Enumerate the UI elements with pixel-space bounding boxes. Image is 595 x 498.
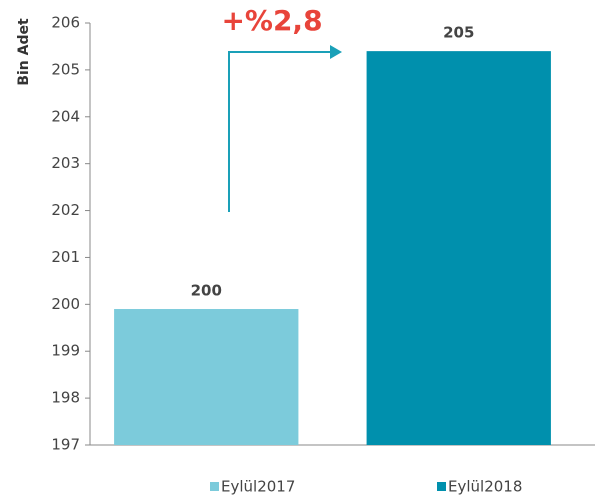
- y-tick-label: 205: [51, 60, 80, 78]
- y-tick-label: 206: [51, 14, 80, 32]
- legend-swatch: [437, 482, 446, 491]
- bar: [366, 51, 551, 446]
- arrow: [228, 51, 334, 212]
- arrow-head: [330, 45, 342, 59]
- legend-label: Eylül2018: [448, 478, 522, 496]
- value-label: 200: [191, 282, 222, 300]
- y-tick-label: 198: [51, 389, 80, 407]
- y-axis-label: Bin Adet: [16, 18, 32, 86]
- y-tick-label: 202: [51, 201, 80, 219]
- value-label: 205: [443, 24, 474, 42]
- y-tick-label: 203: [51, 154, 80, 172]
- y-tick-label: 201: [51, 248, 80, 266]
- bar: [114, 309, 299, 445]
- y-tick-label: 204: [51, 107, 80, 125]
- legend-label: Eylül2017: [221, 478, 295, 496]
- y-tick-label: 197: [51, 436, 80, 454]
- legend-swatch: [210, 482, 219, 491]
- y-tick-label: 200: [51, 295, 80, 313]
- y-tick-label: 199: [51, 342, 80, 360]
- annotation: +%2,8: [221, 4, 322, 37]
